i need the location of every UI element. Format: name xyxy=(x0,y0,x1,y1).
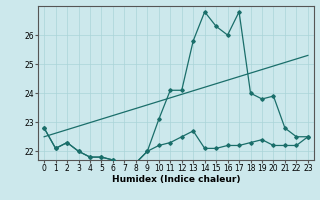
X-axis label: Humidex (Indice chaleur): Humidex (Indice chaleur) xyxy=(112,175,240,184)
